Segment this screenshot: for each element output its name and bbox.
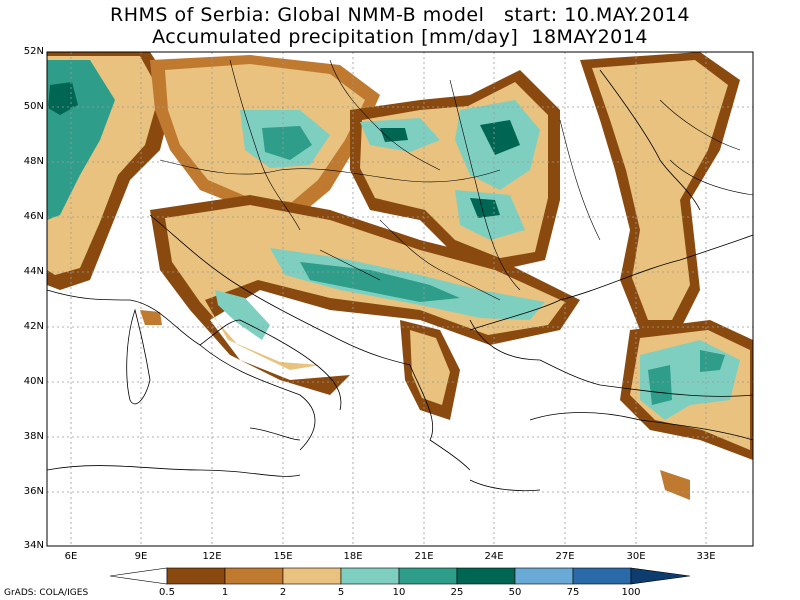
lat-label-36n: 36N [23,486,44,497]
coastlines [46,69,754,492]
colorbar [109,567,691,585]
lat-label-52n: 52N [23,46,44,57]
lat-label-50n: 50N [23,101,44,112]
colorbar-label-2: 2 [279,587,287,598]
colorbar-bin-2 [224,567,284,585]
colorbar-bin-7 [514,567,574,585]
map-frame [46,51,754,547]
country-borders [159,59,754,301]
colorbar-min-arrow [109,567,168,585]
colorbar-bin-8 [572,567,632,585]
lon-label-9e: 9E [134,551,148,562]
colorbar-label-100: 100 [621,587,641,598]
precipitation-fields [47,52,753,500]
rain-area-carpathian-core2 [380,120,520,218]
colorbar-label-75: 75 [566,587,580,598]
colorbar-label-0-5: 0.5 [159,587,175,598]
rain-area-italy [215,290,270,340]
colorbar-label-5: 5 [337,587,345,598]
credit-text: GrADS: COLA/IGES [4,588,89,598]
colorbar-bin-4 [340,567,400,585]
map-subtitle: Accumulated precipitation [mm/day] 18MAY… [152,26,648,48]
lon-label-21e: 21E [414,551,434,562]
rain-area-west-peak [48,82,78,115]
lat-label-34n: 34N [23,540,44,551]
colorbar-label-50: 50 [508,587,522,598]
colorbar-bin-1 [166,567,226,585]
lon-label-15e: 15E [273,551,293,562]
lat-label-48n: 48N [23,156,44,167]
lon-label-27e: 27E [555,551,575,562]
rain-area-corsica [140,310,162,325]
colorbar-label-1: 1 [221,587,229,598]
lon-label-12e: 12E [202,551,222,562]
rain-area-balkans-core2 [300,262,460,302]
colorbar-bin-3 [282,567,342,585]
rain-area-turkey-south [660,470,690,500]
lat-label-42n: 42N [23,321,44,332]
lon-label-24e: 24E [484,551,504,562]
colorbar-max-arrow [630,567,691,585]
colorbar-bin-5 [398,567,458,585]
rain-area-east-inner [592,60,728,320]
lon-label-6e: 6E [64,551,78,562]
rain-area-central-core2 [262,126,312,160]
colorbar-bin-6 [456,567,516,585]
map-title: RHMS of Serbia: Global NMM-B model start… [110,4,690,26]
lon-label-33e: 33E [696,551,716,562]
lat-label-44n: 44N [23,266,44,277]
colorbar-label-25: 25 [450,587,464,598]
lat-label-46n: 46N [23,211,44,222]
lon-label-30e: 30E [626,551,646,562]
colorbar-label-10: 10 [392,587,406,598]
lat-label-38n: 38N [23,431,44,442]
lat-label-40n: 40N [23,376,44,387]
lon-label-18e: 18E [343,551,363,562]
